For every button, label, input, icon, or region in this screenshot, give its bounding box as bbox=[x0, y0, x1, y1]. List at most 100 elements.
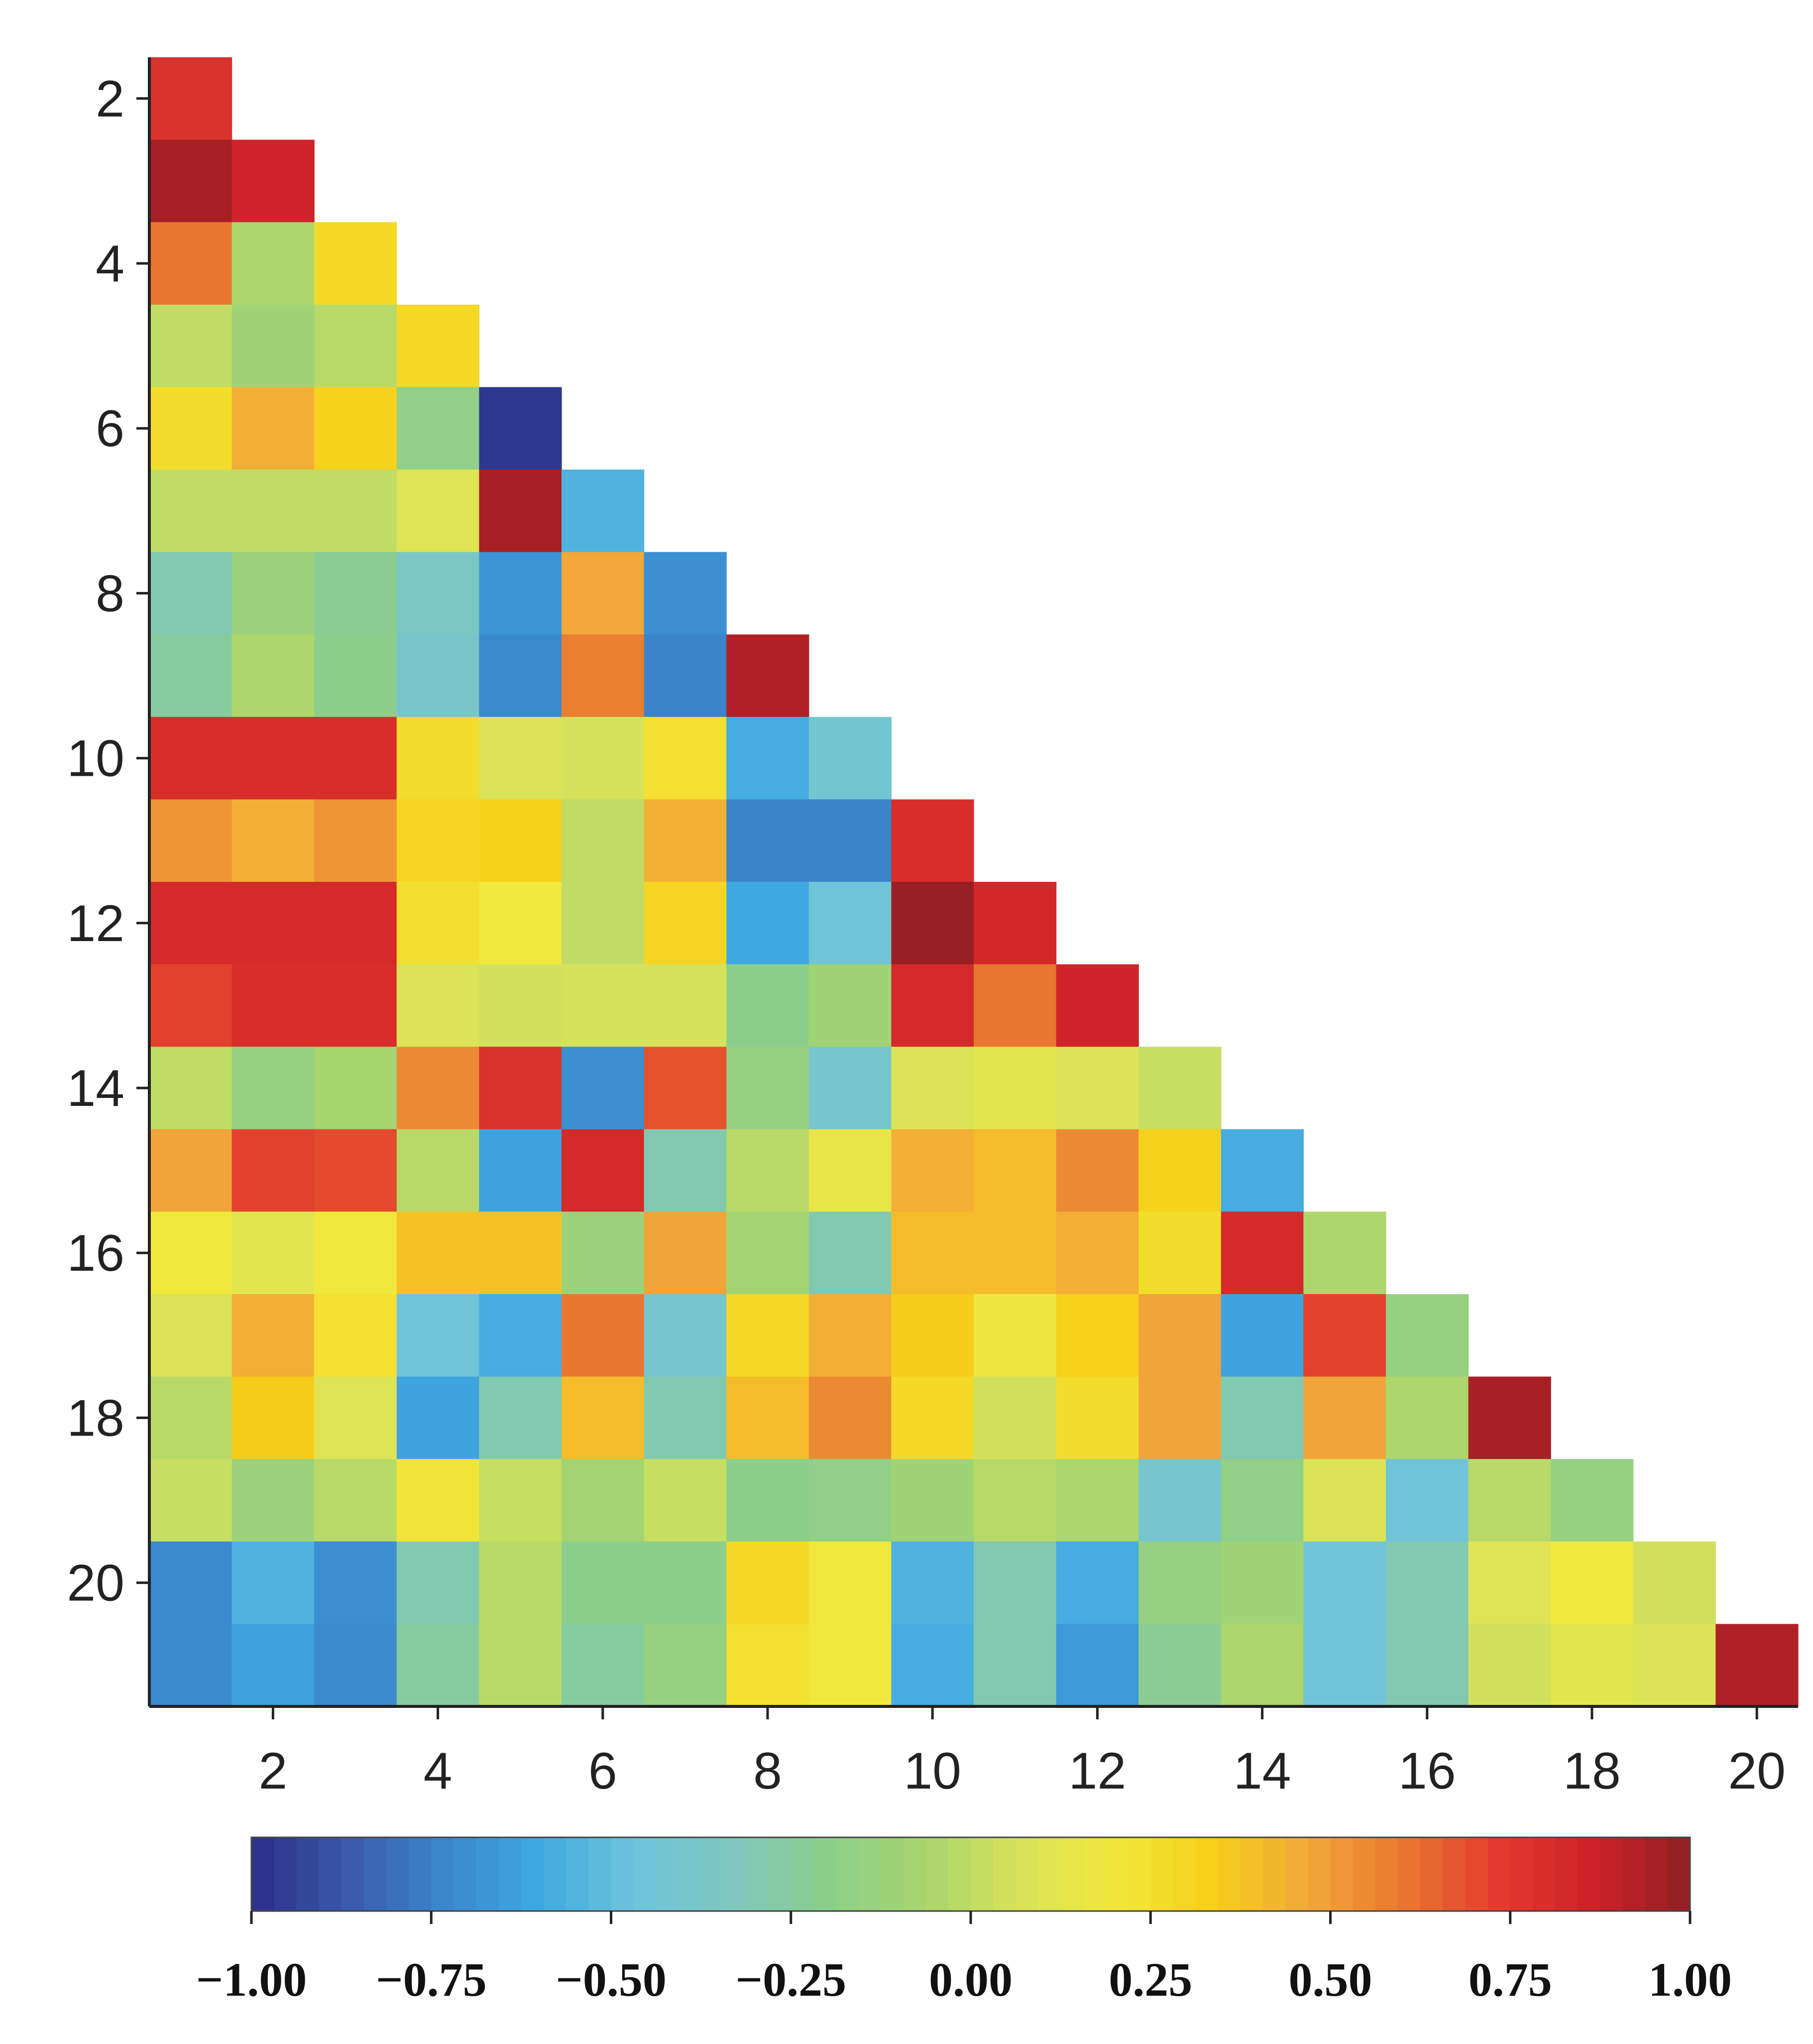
heatmap-cell-r6-c3 bbox=[314, 387, 397, 470]
heatmap-cell-r18-c11 bbox=[974, 1376, 1057, 1459]
colorbar-segment bbox=[971, 1837, 994, 1911]
heatmap-cell-r14-c12 bbox=[1056, 1047, 1139, 1130]
heatmap-cell-r21-c1 bbox=[149, 1624, 232, 1707]
heatmap-cell-r19-c6 bbox=[562, 1459, 645, 1542]
colorbar-segment bbox=[858, 1837, 882, 1911]
heatmap-cell-r13-c7 bbox=[644, 964, 727, 1047]
y-tick-label: 6 bbox=[96, 400, 124, 458]
colorbar-segment bbox=[274, 1837, 297, 1911]
colorbar-segment bbox=[566, 1837, 589, 1911]
heatmap-cell-r10-c6 bbox=[562, 717, 645, 800]
heatmap-cell-r15-c6 bbox=[562, 1129, 645, 1212]
heatmap-cell-r13-c5 bbox=[479, 964, 562, 1047]
colorbar-segment bbox=[1622, 1837, 1646, 1911]
heatmap-cell-r7-c3 bbox=[314, 470, 397, 553]
heatmap-cell-r6-c5 bbox=[479, 387, 562, 470]
heatmap-cell-r10-c3 bbox=[314, 717, 397, 800]
heatmap-cell-r2-c1 bbox=[149, 57, 232, 140]
axes bbox=[148, 57, 1798, 1708]
heatmap-cell-r21-c16 bbox=[1386, 1624, 1469, 1707]
heatmap-cell-r20-c3 bbox=[314, 1541, 397, 1624]
heatmap-cell-r17-c10 bbox=[891, 1294, 974, 1377]
heatmap-cell-r7-c5 bbox=[479, 470, 562, 553]
colorbar-segment bbox=[544, 1837, 567, 1911]
heatmap-cell-r9-c1 bbox=[149, 634, 232, 718]
heatmap-cell-r15-c7 bbox=[644, 1129, 727, 1212]
heatmap-cell-r20-c12 bbox=[1056, 1541, 1139, 1624]
colorbar-tick-label: 0.50 bbox=[1289, 1953, 1372, 2006]
heatmap-cell-r21-c18 bbox=[1551, 1624, 1634, 1707]
heatmap-cell-r20-c10 bbox=[891, 1541, 974, 1624]
heatmap-cell-r18-c4 bbox=[396, 1376, 479, 1459]
heatmap-cell-r16-c10 bbox=[891, 1211, 974, 1295]
heatmap-cell-r13-c9 bbox=[808, 964, 892, 1047]
heatmap-cell-r3-c2 bbox=[231, 139, 315, 223]
colorbar-segment bbox=[1083, 1837, 1106, 1911]
heatmap-cell-r20-c9 bbox=[808, 1541, 892, 1624]
heatmap-cell-r10-c4 bbox=[396, 717, 479, 800]
heatmap-cell-r16-c5 bbox=[479, 1211, 562, 1295]
colorbar-segment bbox=[1375, 1837, 1398, 1911]
heatmap-cell-r18-c7 bbox=[644, 1376, 727, 1459]
heatmap-cell-r16-c3 bbox=[314, 1211, 397, 1295]
colorbar-segment bbox=[1173, 1837, 1196, 1911]
colorbar-segment bbox=[611, 1837, 634, 1911]
heatmap-cell-r18-c13 bbox=[1138, 1376, 1222, 1459]
colorbar-segment bbox=[363, 1837, 387, 1911]
heatmap-cell-r14-c1 bbox=[149, 1047, 232, 1130]
heatmap-cell-r20-c7 bbox=[644, 1541, 727, 1624]
y-tick-label: 14 bbox=[67, 1060, 124, 1117]
heatmap-cell-r20-c13 bbox=[1138, 1541, 1222, 1624]
heatmap-cell-r14-c4 bbox=[396, 1047, 479, 1130]
colorbar-segment bbox=[633, 1837, 657, 1911]
x-tick-label: 10 bbox=[904, 1742, 961, 1800]
heatmap-cell-r21-c3 bbox=[314, 1624, 397, 1707]
heatmap-cell-r9-c2 bbox=[231, 634, 315, 718]
heatmap-cell-r15-c4 bbox=[396, 1129, 479, 1212]
heatmap-cell-r8-c3 bbox=[314, 552, 397, 635]
heatmap-cell-r14-c6 bbox=[562, 1047, 645, 1130]
colorbar-segment bbox=[1532, 1837, 1556, 1911]
heatmap-cell-r16-c12 bbox=[1056, 1211, 1139, 1295]
y-tick-label: 10 bbox=[67, 730, 124, 788]
colorbar-segment bbox=[881, 1837, 904, 1911]
colorbar-segment bbox=[1218, 1837, 1241, 1911]
heatmap-cell-r4-c2 bbox=[231, 222, 315, 305]
heatmap-cell-r14-c11 bbox=[974, 1047, 1057, 1130]
heatmap-cell-r15-c13 bbox=[1138, 1129, 1222, 1212]
colorbar-segment bbox=[1060, 1837, 1084, 1911]
heatmap-cell-r21-c8 bbox=[726, 1624, 809, 1707]
colorbar-segment bbox=[521, 1837, 544, 1911]
heatmap-cell-r19-c5 bbox=[479, 1459, 562, 1542]
colorbar-segment bbox=[1443, 1837, 1466, 1911]
colorbar-segment bbox=[386, 1837, 409, 1911]
y-tick-label: 4 bbox=[96, 235, 124, 293]
colorbar bbox=[250, 1836, 1691, 1912]
heatmap-cell-r3-c1 bbox=[149, 139, 232, 223]
heatmap-cell-r9-c4 bbox=[396, 634, 479, 718]
colorbar-segment bbox=[1465, 1837, 1488, 1911]
heatmap-cell-r21-c14 bbox=[1221, 1624, 1304, 1707]
heatmap-cell-r6-c4 bbox=[396, 387, 479, 470]
heatmap-cell-r19-c17 bbox=[1468, 1459, 1551, 1542]
heatmap-cell-r11-c4 bbox=[396, 799, 479, 882]
heatmap-cell-r21-c2 bbox=[231, 1624, 315, 1707]
heatmap-cell-r21-c10 bbox=[891, 1624, 974, 1707]
heatmap-cell-r15-c14 bbox=[1221, 1129, 1304, 1212]
heatmap-cell-r12-c4 bbox=[396, 882, 479, 965]
heatmap-cell-r17-c7 bbox=[644, 1294, 727, 1377]
heatmap-cell-r18-c3 bbox=[314, 1376, 397, 1459]
heatmap-cell-r16-c7 bbox=[644, 1211, 727, 1295]
colorbar-segment bbox=[1285, 1837, 1309, 1911]
heatmap-cell-r10-c9 bbox=[808, 717, 892, 800]
colorbar-tick-label: −0.25 bbox=[735, 1953, 846, 2006]
colorbar-segment bbox=[925, 1837, 949, 1911]
heatmap-cell-r20-c17 bbox=[1468, 1541, 1551, 1624]
colorbar-segment bbox=[791, 1837, 814, 1911]
heatmap-cell-r9-c5 bbox=[479, 634, 562, 718]
colorbar-segment bbox=[409, 1837, 432, 1911]
heatmap-cell-r14-c5 bbox=[479, 1047, 562, 1130]
colorbar-segment bbox=[1510, 1837, 1533, 1911]
heatmap-cell-r19-c16 bbox=[1386, 1459, 1469, 1542]
heatmap-cell-r18-c6 bbox=[562, 1376, 645, 1459]
